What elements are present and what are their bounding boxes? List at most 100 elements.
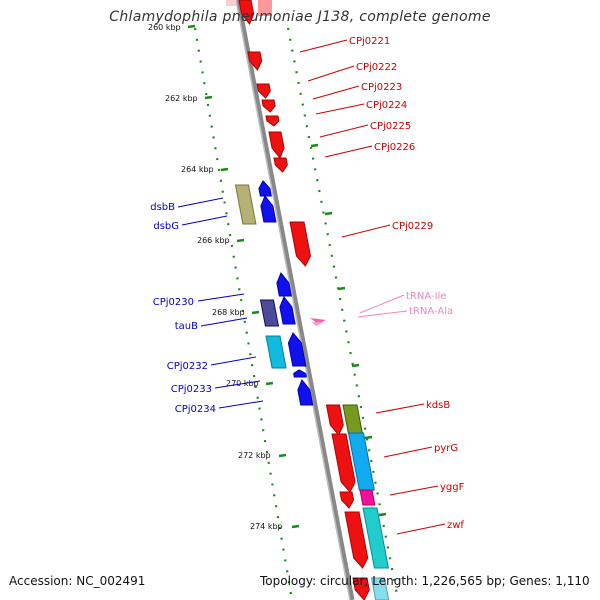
forward-gene-label-dsbb: dsbB [150,202,175,213]
reverse-gene-arrow [289,221,311,267]
reverse-gene-label-pyrg: pyrG [434,443,458,454]
accession-text: Accession: NC_002491 [9,574,146,588]
leader-line [299,39,348,53]
outer-track-tick [324,211,333,216]
leader-line [315,103,365,115]
ruler-label-262-kbp: 262 kbp [165,94,198,103]
forward-gene-arrow [260,195,277,223]
leader-line [218,400,264,409]
outer-track-tick [310,143,319,148]
reverse-gene-label-yggf: yggF [440,482,465,493]
reverse-gene-label-cpj0225: CPj0225 [370,121,411,132]
reverse-gene-arrow [273,157,288,173]
leader-line [375,403,425,414]
outer-track-tick [337,286,346,291]
reverse-gene-label-cpj0229: CPj0229 [392,221,433,232]
gene-box [234,184,257,225]
reverse-gene-label-cpj0223: CPj0223 [361,82,402,93]
ruler-tick [204,95,213,100]
leader-line [357,310,408,318]
leader-line [210,356,257,366]
gene-box [259,299,280,327]
ruler-label-274-kbp: 274 kbp [250,522,283,531]
forward-gene-arrow [293,369,307,378]
reverse-gene-arrow [339,491,355,509]
reverse-gene-arrow [247,51,263,71]
forward-gene-label-dsbg: dsbG [153,221,179,232]
leader-line [181,215,228,226]
forward-gene-label-taub: tauB [175,321,198,332]
gene-box [265,335,287,369]
ruler-tick [251,310,260,315]
ruler-tick [291,524,300,529]
forward-gene-arrow [297,379,314,406]
outer-track-line [286,27,400,600]
reverse-gene-label-zwf: zwf [447,520,464,531]
ruler-label-266-kbp: 266 kbp [197,236,230,245]
topology-text: Topology: circular; Length: 1,226,565 bp… [260,574,590,588]
ruler-label-260-kbp: 260 kbp [148,23,181,32]
gene-box [359,489,376,506]
ruler-label-264-kbp: 264 kbp [181,165,214,174]
ruler-label-268-kbp: 268 kbp [212,308,245,317]
leader-line [312,85,360,100]
forward-gene-arrow [276,272,292,297]
reverse-gene-arrow [238,0,255,25]
reverse-gene-arrow [331,433,356,493]
genome-backbone [235,0,355,600]
reverse-gene-arrow [325,404,344,436]
forward-gene-label-cpj0233: CPj0233 [171,384,212,395]
trna-arrow [310,318,326,324]
ruler-tick [220,167,229,172]
gene-box [258,0,272,16]
ruler-tick [236,238,245,243]
ruler-label-272-kbp: 272 kbp [238,451,271,460]
reverse-gene-label-kdsb: kdsB [426,400,450,411]
ruler-tick [278,453,287,458]
leader-line [214,380,261,389]
forward-gene-label-cpj0234: CPj0234 [175,404,216,415]
leader-line [177,197,224,208]
leader-line [359,294,405,314]
genome-title: Chlamydophila pneumoniae J138, complete … [109,9,491,25]
trna-label-trna-ala: tRNA-Ala [409,306,453,317]
leader-line [324,145,373,158]
forward-gene-arrow [279,296,296,325]
gene-box [362,507,390,569]
outer-track-tick [351,363,360,368]
outer-track-tick [378,512,387,517]
leader-line [383,446,433,458]
reverse-gene-arrow [265,115,280,127]
forward-gene-label-cpj0232: CPj0232 [167,361,208,372]
reverse-gene-arrow [261,99,276,113]
leader-line [341,224,391,238]
leader-line [396,523,446,535]
outer-track-tick [364,435,373,440]
leader-line [389,485,439,496]
gene-box [347,432,375,491]
ruler-tick [265,381,274,386]
reverse-gene-label-cpj0224: CPj0224 [366,100,407,111]
trna-arrow [312,322,324,326]
ruler-tick [187,24,196,29]
gene-box [226,0,236,6]
leader-line [307,65,355,82]
leader-line [197,293,245,302]
forward-gene-arrow [287,332,307,367]
leader-line [319,124,369,138]
reverse-gene-label-cpj0226: CPj0226 [374,142,415,153]
gene-box [342,404,363,434]
trna-label-trna-ile: tRNA-Ile [406,291,446,302]
reverse-gene-arrow [268,131,285,159]
reverse-gene-label-cpj0221: CPj0221 [349,36,390,47]
reverse-gene-arrow [344,511,369,569]
gene-box [370,577,390,600]
forward-gene-arrow [258,180,272,197]
reverse-gene-arrow [256,83,271,99]
leader-line [200,317,248,327]
reverse-gene-arrow [352,577,370,600]
reverse-gene-label-cpj0222: CPj0222 [356,62,397,73]
genome-backbone-highlight [235,0,351,600]
forward-gene-label-cpj0230: CPj0230 [153,297,194,308]
